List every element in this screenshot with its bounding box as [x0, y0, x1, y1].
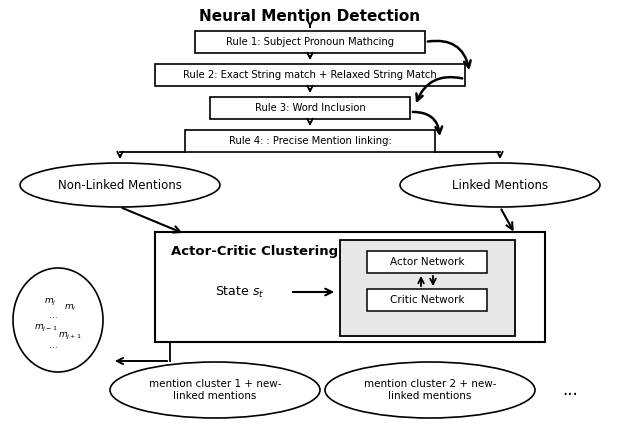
FancyArrowPatch shape: [307, 119, 313, 124]
Bar: [155, 232, 545, 342]
Text: Non-Linked Mentions: Non-Linked Mentions: [58, 178, 182, 192]
Bar: [367, 289, 487, 311]
FancyArrowPatch shape: [417, 77, 462, 101]
Text: Rule 3: Word Inclusion: Rule 3: Word Inclusion: [255, 103, 365, 113]
FancyArrowPatch shape: [501, 210, 513, 230]
Text: mention cluster 1 + new-
linked mentions: mention cluster 1 + new- linked mentions: [148, 379, 281, 401]
Text: $m_{j-1}$: $m_{j-1}$: [34, 323, 58, 334]
Text: ...: ...: [49, 312, 58, 320]
Text: Linked Mentions: Linked Mentions: [452, 178, 548, 192]
Text: $m_j$: $m_j$: [44, 297, 56, 308]
Ellipse shape: [13, 268, 103, 372]
FancyArrowPatch shape: [418, 278, 424, 286]
FancyArrowPatch shape: [307, 20, 313, 27]
FancyArrowPatch shape: [117, 152, 123, 157]
FancyArrowPatch shape: [123, 208, 180, 232]
FancyArrowPatch shape: [430, 276, 436, 284]
FancyArrowPatch shape: [307, 86, 313, 91]
Ellipse shape: [325, 362, 535, 418]
Bar: [210, 97, 410, 119]
Text: ...: ...: [562, 381, 578, 399]
FancyArrowPatch shape: [497, 152, 503, 157]
FancyArrowPatch shape: [307, 53, 313, 58]
FancyArrowPatch shape: [292, 289, 332, 295]
Text: mention cluster 2 + new-
linked mentions: mention cluster 2 + new- linked mentions: [364, 379, 496, 401]
Ellipse shape: [110, 362, 320, 418]
Text: Rule 2: Exact String match + Relaxed String Match: Rule 2: Exact String match + Relaxed Str…: [183, 70, 437, 80]
Text: ...: ...: [49, 342, 58, 351]
FancyArrowPatch shape: [428, 41, 470, 68]
Bar: [195, 31, 425, 53]
Bar: [155, 64, 465, 86]
Bar: [340, 240, 515, 336]
Text: $m_i$: $m_i$: [64, 303, 76, 313]
Text: Rule 1: Subject Pronoun Mathcing: Rule 1: Subject Pronoun Mathcing: [226, 37, 394, 47]
Text: Actor-Critic Clustering: Actor-Critic Clustering: [172, 246, 339, 258]
Text: Rule 4: : Precise Mention linking:: Rule 4: : Precise Mention linking:: [228, 136, 392, 146]
FancyArrowPatch shape: [413, 112, 442, 133]
Text: $m_{j+1}$: $m_{j+1}$: [58, 331, 82, 342]
Text: State $s_t$: State $s_t$: [216, 284, 264, 300]
Text: Critic Network: Critic Network: [390, 295, 464, 305]
Text: Neural Mention Detection: Neural Mention Detection: [200, 8, 420, 23]
Bar: [367, 251, 487, 273]
FancyArrowPatch shape: [117, 358, 167, 364]
Ellipse shape: [400, 163, 600, 207]
Ellipse shape: [20, 163, 220, 207]
Text: Actor Network: Actor Network: [390, 257, 464, 267]
Bar: [185, 130, 435, 152]
